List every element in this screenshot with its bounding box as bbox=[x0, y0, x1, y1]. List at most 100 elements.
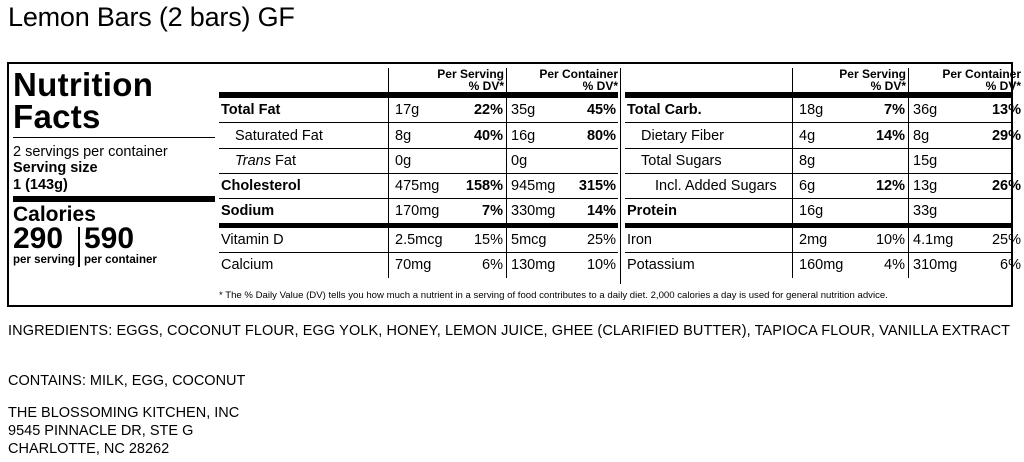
nutrient-row: Incl. Added Sugars 6g 12% 13g 26% bbox=[625, 174, 1021, 199]
nutrient-name: Cholesterol bbox=[221, 178, 301, 194]
serving-dv: 40% bbox=[473, 128, 503, 144]
container-amount: 130mg bbox=[511, 257, 556, 273]
nutrient-row: Saturated Fat 8g 40% 16g 80% bbox=[219, 124, 618, 149]
column-separator bbox=[792, 68, 793, 278]
col-head-per-serving-label: Per Serving bbox=[437, 67, 504, 81]
nutrient-name-italic: Trans bbox=[235, 153, 271, 169]
serving-amount: 0g bbox=[395, 153, 412, 169]
nutrient-row: Total Carb. 18g 7% 36g 13% bbox=[625, 98, 1021, 123]
container-amount: 36g bbox=[913, 102, 938, 118]
col-head-dv: % DV* bbox=[985, 79, 1021, 93]
container-dv: 80% bbox=[586, 128, 616, 144]
daily-value-footnote: * The % Daily Value (DV) tells you how m… bbox=[219, 290, 888, 301]
serving-dv: 10% bbox=[875, 232, 905, 248]
serving-dv: 22% bbox=[473, 102, 503, 118]
container-amount: 15g bbox=[913, 153, 938, 169]
col-head-dv: % DV* bbox=[582, 79, 618, 93]
calories-per-container: 590 bbox=[84, 222, 135, 255]
product-title: Lemon Bars (2 bars) GF bbox=[8, 2, 295, 32]
calories-per-serving-label: per serving bbox=[13, 254, 75, 266]
col-head-per-container-label: Per Container bbox=[942, 67, 1021, 81]
col-head-per-serving: Per Serving % DV* bbox=[389, 68, 504, 92]
nutrition-facts-label: Nutrition Facts 2 servings per container… bbox=[7, 62, 1021, 307]
column-separator bbox=[908, 68, 909, 278]
container-amount: 35g bbox=[511, 102, 536, 118]
serving-amount: 6g bbox=[799, 178, 816, 194]
nutrient-name: Iron bbox=[627, 232, 652, 248]
serving-amount: 16g bbox=[799, 203, 824, 219]
container-amount: 16g bbox=[511, 128, 536, 144]
serving-amount: 170mg bbox=[395, 203, 440, 219]
column-separator bbox=[506, 68, 507, 278]
serving-dv: 12% bbox=[875, 178, 905, 194]
col-head-per-container: Per Container % DV* bbox=[509, 68, 618, 92]
nutrient-name-rest: Fat bbox=[271, 153, 296, 169]
nutrition-facts-heading: Nutrition Facts bbox=[13, 66, 154, 135]
container-amount: 945mg bbox=[511, 178, 556, 194]
nutrient-row: Vitamin D 2.5mcg 15% 5mcg 25% bbox=[219, 228, 618, 253]
address-line-3: CHARLOTTE, NC 28262 bbox=[8, 441, 170, 457]
nutrient-row: Cholesterol 475mg 158% 945mg 315% bbox=[219, 174, 618, 199]
col-head-per-container-label: Per Container bbox=[539, 67, 618, 81]
serving-amount: 4g bbox=[799, 128, 816, 144]
container-dv: 29% bbox=[991, 128, 1021, 144]
nutrient-name: Incl. Added Sugars bbox=[655, 178, 777, 194]
container-dv: 6% bbox=[1000, 257, 1021, 273]
header-thick-rule bbox=[219, 92, 618, 98]
nutrient-row: Potassium 160mg 4% 310mg 6% bbox=[625, 253, 1021, 278]
col-head-dv: % DV* bbox=[870, 79, 906, 93]
serving-amount: 2.5mcg bbox=[395, 232, 443, 248]
calories-per-container-label: per container bbox=[84, 254, 157, 266]
nutrient-name: Sodium bbox=[221, 203, 275, 219]
container-dv: 26% bbox=[991, 178, 1021, 194]
nutrient-row: Total Fat 17g 22% 35g 45% bbox=[219, 98, 618, 123]
nutrient-row: Dietary Fiber 4g 14% 8g 29% bbox=[625, 124, 1021, 149]
column-separator bbox=[388, 68, 389, 278]
container-amount: 13g bbox=[913, 178, 938, 194]
container-amount: 5mcg bbox=[511, 232, 547, 248]
col-head-per-serving: Per Serving % DV* bbox=[795, 68, 906, 92]
container-amount: 8g bbox=[913, 128, 930, 144]
container-amount: 4.1mg bbox=[913, 232, 954, 248]
container-dv: 315% bbox=[578, 178, 616, 194]
nutrient-row: Iron 2mg 10% 4.1mg 25% bbox=[625, 228, 1021, 253]
container-dv: 10% bbox=[586, 257, 616, 273]
serving-dv: 7% bbox=[884, 102, 905, 118]
serving-amount: 8g bbox=[395, 128, 412, 144]
nutrient-name: Total Carb. bbox=[627, 102, 702, 118]
col-head-per-container: Per Container % DV* bbox=[911, 68, 1021, 92]
nutrient-name: Saturated Fat bbox=[235, 128, 323, 144]
serving-amount: 160mg bbox=[799, 257, 844, 273]
serving-amount: 8g bbox=[799, 153, 816, 169]
serving-amount: 2mg bbox=[799, 232, 828, 248]
nutrient-row: Trans Fat 0g 0g bbox=[219, 149, 618, 174]
ingredients-text: INGREDIENTS: EGGS, COCONUT FLOUR, EGG YO… bbox=[8, 323, 1011, 339]
serving-size-label: Serving size bbox=[13, 160, 98, 176]
serving-amount: 17g bbox=[395, 102, 420, 118]
nutrient-name: Vitamin D bbox=[221, 232, 284, 248]
container-dv: 25% bbox=[586, 232, 616, 248]
col-head-dv: % DV* bbox=[468, 79, 504, 93]
serving-dv: 15% bbox=[473, 232, 503, 248]
address-line-1: THE BLOSSOMING KITCHEN, INC bbox=[8, 405, 240, 421]
label-summary-panel: Nutrition Facts 2 servings per container… bbox=[13, 66, 215, 267]
nutrient-row: Sodium 170mg 7% 330mg 14% bbox=[219, 199, 618, 228]
serving-dv: 14% bbox=[875, 128, 905, 144]
nutrient-name: Total Sugars bbox=[641, 153, 722, 169]
nutrient-name: Calcium bbox=[221, 257, 274, 273]
address-line-2: 9545 PINNACLE DR, STE G bbox=[8, 423, 194, 439]
calories-per-container-block: 590 per container bbox=[84, 222, 157, 267]
header-thick-rule bbox=[625, 92, 1011, 98]
container-amount: 33g bbox=[913, 203, 938, 219]
calories-per-serving: 290 bbox=[13, 222, 64, 255]
nutrient-name: Potassium bbox=[627, 257, 695, 273]
calories-per-serving-block: 290 per serving bbox=[13, 222, 75, 267]
container-dv: 25% bbox=[991, 232, 1021, 248]
divider bbox=[13, 137, 215, 138]
col-head-per-serving-label: Per Serving bbox=[839, 67, 906, 81]
container-dv: 13% bbox=[991, 102, 1021, 118]
nutrient-name: Total Fat bbox=[221, 102, 281, 118]
serving-amount: 18g bbox=[799, 102, 824, 118]
serving-dv: 4% bbox=[884, 257, 905, 273]
container-dv: 45% bbox=[586, 102, 616, 118]
